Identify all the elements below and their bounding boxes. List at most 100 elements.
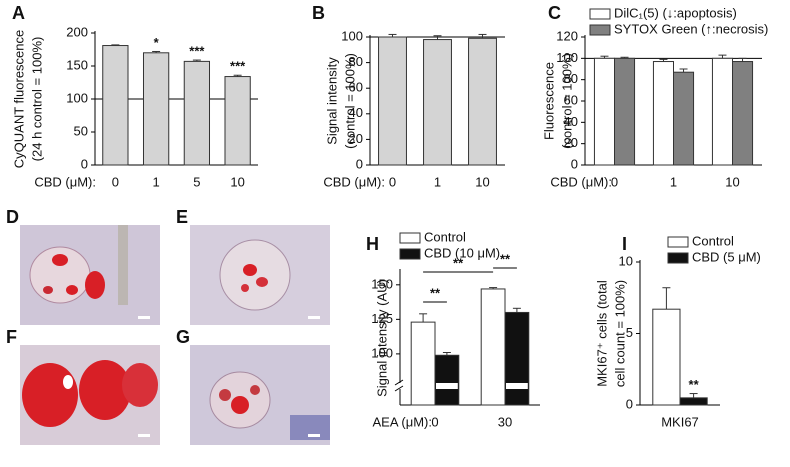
significance: ** xyxy=(689,377,700,392)
bar xyxy=(434,354,460,406)
bar xyxy=(410,321,436,406)
micrograph xyxy=(20,345,160,445)
y-axis-label: Fluorescence xyxy=(541,62,556,140)
y-axis-label: (24 h control = 100%) xyxy=(29,37,44,162)
y-tick-label: 40 xyxy=(564,114,578,129)
y-tick-label: 10 xyxy=(619,253,633,268)
x-tick-label: 0 xyxy=(431,414,438,429)
y-axis-label: (control = 100%) xyxy=(342,53,357,149)
panel-label: E xyxy=(176,207,188,227)
y-tick-label: 120 xyxy=(556,28,578,43)
x-tick-label: 1 xyxy=(670,174,677,189)
bar xyxy=(423,39,452,166)
bar xyxy=(183,60,211,166)
significance: ** xyxy=(430,285,441,300)
legend-label: Control xyxy=(424,229,466,244)
bar xyxy=(652,308,681,406)
y-tick-label: 150 xyxy=(66,57,88,72)
panel-label: B xyxy=(312,3,325,23)
micrograph xyxy=(20,225,160,325)
panel-label: C xyxy=(548,3,561,23)
y-tick-label: 80 xyxy=(564,71,578,86)
x-tick-label: 30 xyxy=(498,414,512,429)
bar xyxy=(711,57,734,166)
x-axis-label: CBD (μM): xyxy=(34,174,96,189)
legend-swatch xyxy=(667,252,689,264)
x-axis-label: AEA (μM): xyxy=(373,414,433,429)
panel-label: I xyxy=(622,234,627,254)
axis-break xyxy=(436,383,458,389)
y-axis-label: MKI67⁺ cells (total xyxy=(594,280,609,387)
y-tick-label: 0 xyxy=(571,156,578,171)
x-axis-label: CBD (μM): xyxy=(550,174,612,189)
bar xyxy=(142,52,170,166)
y-tick-label: 150 xyxy=(371,276,393,291)
significance: ** xyxy=(500,251,511,266)
bar xyxy=(224,76,251,166)
significance: ** xyxy=(453,255,464,270)
legend-label: SYTOX Green (↑:necrosis) xyxy=(614,21,768,36)
significance: * xyxy=(154,35,160,50)
y-tick-label: 0 xyxy=(81,156,88,171)
y-tick-label: 200 xyxy=(66,24,88,39)
axis-break xyxy=(395,383,405,389)
significance: *** xyxy=(189,43,205,58)
axis-break xyxy=(412,383,434,389)
legend-swatch xyxy=(399,248,421,260)
x-tick-label: 1 xyxy=(434,174,441,189)
micrograph xyxy=(190,225,330,325)
x-axis-label: CBD (μM): xyxy=(323,174,385,189)
legend-label: CBD (10 μM) xyxy=(424,245,500,260)
panel-label: F xyxy=(6,327,17,347)
x-tick-label: 5 xyxy=(193,174,200,189)
y-tick-label: 100 xyxy=(371,345,393,360)
bar xyxy=(468,37,497,166)
panel-label: H xyxy=(366,234,379,254)
legend-swatch xyxy=(589,24,611,36)
x-tick-label: 1 xyxy=(153,174,160,189)
y-axis-label: CyQUANT fluorescence xyxy=(11,30,26,168)
y-axis-label: cell count = 100%) xyxy=(612,280,627,387)
axis-break xyxy=(506,383,528,389)
micrograph xyxy=(190,345,330,445)
y-axis-label: (control = 100%) xyxy=(559,53,574,149)
y-tick-label: 0 xyxy=(626,396,633,411)
legend-label: CBD (5 μM) xyxy=(692,249,761,264)
y-tick-label: 100 xyxy=(556,50,578,65)
y-tick-label: 50 xyxy=(74,123,88,138)
legend-label: DilC₁(5) (↓:apoptosis) xyxy=(614,5,737,20)
bar xyxy=(504,311,530,406)
y-tick-label: 60 xyxy=(349,80,363,95)
y-tick-label: 20 xyxy=(349,131,363,146)
legend-label: Control xyxy=(692,233,734,248)
bar xyxy=(652,61,675,166)
panel-label: D xyxy=(6,207,19,227)
x-tick-label: 10 xyxy=(725,174,739,189)
y-tick-label: 5 xyxy=(626,325,633,340)
x-tick-label: MKI67 xyxy=(661,414,699,429)
axis-break xyxy=(394,385,404,392)
legend-swatch xyxy=(667,236,689,248)
y-tick-label: 40 xyxy=(349,105,363,120)
y-axis-label: Signal intensity xyxy=(324,57,339,145)
panel-label: A xyxy=(12,3,25,23)
bar xyxy=(614,57,636,166)
significance: *** xyxy=(230,59,246,74)
x-tick-label: 0 xyxy=(389,174,396,189)
x-tick-label: 10 xyxy=(475,174,489,189)
x-tick-label: 10 xyxy=(230,174,244,189)
y-tick-label: 80 xyxy=(349,54,363,69)
y-tick-label: 60 xyxy=(564,92,578,107)
y-tick-label: 100 xyxy=(66,90,88,105)
bar xyxy=(378,36,407,166)
axis-break xyxy=(394,379,404,386)
legend-swatch xyxy=(399,232,421,244)
x-tick-label: 0 xyxy=(611,174,618,189)
legend-swatch xyxy=(589,8,611,20)
bar xyxy=(732,61,754,166)
bar xyxy=(102,45,129,166)
axis-break xyxy=(482,383,504,389)
y-axis-label: Signal intensity (AU) xyxy=(374,279,389,397)
y-tick-label: 125 xyxy=(371,311,393,326)
